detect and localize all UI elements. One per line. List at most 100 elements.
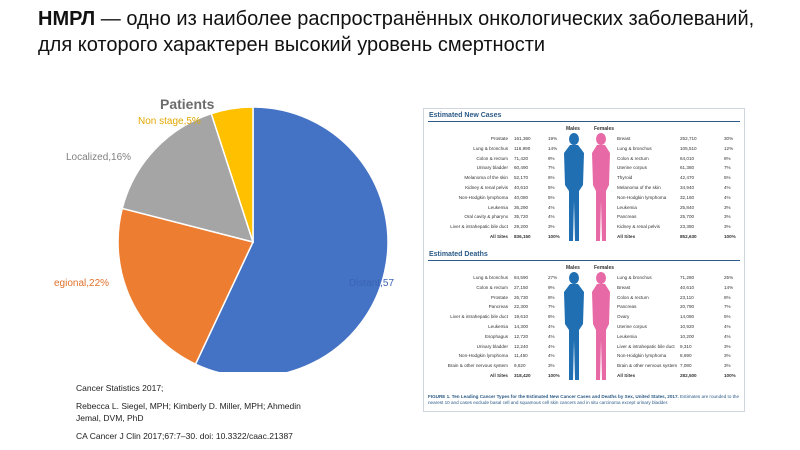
ref-line-1: Cancer Statistics 2017;: [76, 383, 164, 393]
deaths-male-row-percent: 4%: [548, 333, 555, 339]
new-cases-male-row-name: Urinary bladder: [476, 165, 508, 171]
silhouettes: [564, 133, 610, 380]
deaths-female-row-name: Non-Hodgkin lymphoma: [617, 353, 667, 359]
deaths-male-row-percent: 3%: [548, 363, 555, 369]
new-cases-female-row-percent: 5%: [724, 175, 731, 181]
deaths-female-row-name: Leukemia: [617, 333, 637, 339]
deaths-male-row-value: 27,150: [514, 284, 529, 290]
pie-slice-non-stage: [210, 106, 254, 243]
deaths-female-row-percent: 5%: [724, 314, 731, 320]
deaths-male-row-value: 14,300: [514, 324, 529, 329]
deaths-female-row-name: Lung & bronchus: [617, 275, 652, 280]
deaths-male-row-value: 22,300: [514, 304, 529, 310]
new-cases-female-row-name: Colon & rectum: [617, 155, 649, 161]
new-cases-male-row-value: 40,080: [514, 194, 529, 200]
pie-label-non-stage: Non stage,5%: [138, 116, 201, 127]
deaths-male-row-name: Lung & bronchus: [473, 275, 508, 280]
references: Cancer Statistics 2017; Rebecca L. Siege…: [76, 382, 326, 448]
deaths-male-row-percent: 4%: [548, 324, 555, 329]
new-cases-male-row-name: Kidney & renal pelvis: [465, 185, 508, 190]
figure-caption: FIGURE 1. Ten Leading Cancer Types for t…: [428, 394, 740, 406]
deaths-male-row-name: Pancreas: [488, 304, 508, 310]
ref-line-2: Rebecca L. Siegel, MPH; Kimberly D. Mill…: [76, 401, 301, 423]
male-silhouette: [564, 133, 584, 241]
females-label: Females: [594, 126, 615, 132]
deaths-female-row-name: All Sites: [617, 373, 636, 378]
deaths-female-row-value: 10,920: [680, 324, 695, 329]
new-cases-female-row-name: Lung & bronchus: [617, 145, 652, 151]
caption-rest: Estimates are rounded to the nearest 10 …: [428, 394, 740, 405]
females-label: Females: [594, 265, 615, 271]
new-cases-male-row-name: Non-Hodgkin lymphoma: [458, 194, 508, 200]
new-cases-female-row-name: Melanoma of the skin: [617, 185, 661, 190]
new-cases-male-row-percent: 5%: [548, 185, 555, 190]
new-cases-female-row-name: Leukemia: [617, 204, 637, 210]
new-cases-male-row-percent: 4%: [548, 214, 555, 220]
deaths-male-row-percent: 7%: [548, 304, 555, 310]
deaths-male-row-percent: 6%: [548, 314, 555, 320]
new-cases-male-row-value: 161,360: [514, 136, 531, 141]
deaths-title: Estimated Deaths: [429, 251, 488, 258]
deaths-female-row-name: Liver & intrahepatic bile duct: [617, 343, 675, 349]
title-bold: НМРЛ: [38, 8, 96, 30]
new-cases-male-row-value: 40,610: [514, 185, 529, 190]
deaths-female-row-value: 282,500: [680, 373, 697, 378]
new-cases-female-row-percent: 100%: [724, 234, 736, 239]
deaths-male-row-name: Non-Hodgkin lymphoma: [458, 353, 508, 359]
deaths-female-row-name: Brain & other nervous system: [617, 363, 678, 369]
deaths-female-row-percent: 7%: [724, 304, 731, 310]
deaths-male-row-percent: 4%: [548, 353, 555, 359]
deaths-male-row-percent: 27%: [548, 275, 558, 280]
new-cases-female-row-name: Pancreas: [617, 214, 637, 220]
new-cases-male-row-percent: 19%: [548, 136, 558, 141]
new-cases-male-row-percent: 5%: [548, 194, 555, 200]
deaths-male-row-name: Brain & other nervous system: [447, 363, 508, 369]
chart-title: Patients: [160, 96, 215, 112]
deaths-female-row-value: 23,110: [680, 294, 694, 300]
deaths-female-row-percent: 4%: [724, 333, 731, 339]
new-cases-female-row-value: 25,700: [680, 214, 695, 220]
new-cases-female-row-value: 42,470: [680, 175, 695, 181]
new-cases-male-row-value: 71,420: [514, 155, 529, 161]
new-cases-male-row-percent: 14%: [548, 145, 558, 151]
new-cases-female-row-value: 34,940: [680, 185, 695, 190]
divider: [428, 121, 740, 122]
deaths-female-row-percent: 4%: [724, 324, 731, 329]
deaths-female-row-percent: 14%: [724, 284, 734, 290]
deaths-male-row-percent: 100%: [548, 373, 560, 378]
deaths-male-row-value: 12,240: [514, 343, 529, 349]
new-cases-male-row-value: 116,990: [514, 145, 531, 151]
new-cases-female-row-percent: 30%: [724, 136, 734, 141]
female-silhouette: [592, 133, 610, 241]
new-cases-female-row-name: All Sites: [617, 234, 636, 239]
new-cases-female-row-percent: 3%: [724, 214, 731, 220]
pie-label-distant: Distant,57: [349, 278, 395, 289]
new-cases-male-row-value: 35,720: [514, 214, 529, 220]
new-cases-male-row-name: Melanoma of the skin: [464, 175, 508, 181]
deaths-female-row-percent: 3%: [724, 343, 731, 349]
new-cases-female-row-percent: 3%: [724, 224, 731, 230]
new-cases-female-row-value: 23,380: [680, 224, 695, 230]
new-cases-male-row-name: Oral cavity & pharynx: [464, 214, 508, 220]
new-cases-male-row-value: 29,200: [514, 224, 529, 230]
pie-slice-regional: [117, 207, 255, 366]
deaths-male-row-value: 9,620: [514, 363, 526, 369]
new-cases-female-row-value: 105,510: [680, 145, 697, 151]
males-label: Males: [566, 265, 580, 271]
deaths-male-row-name: Prostate: [490, 294, 508, 300]
new-cases-male-row-value: 60,490: [514, 165, 529, 171]
new-cases-female-row-percent: 4%: [724, 185, 731, 190]
new-cases-female-row-percent: 8%: [724, 155, 731, 161]
deaths-male-row-name: Colon & rectum: [476, 284, 508, 290]
new-cases-male-row-value: 836,150: [514, 234, 531, 239]
new-cases-female-row-name: Uterine corpus: [617, 165, 647, 171]
deaths-female-row-value: 8,690: [680, 353, 692, 359]
new-cases-female-row-name: Kidney & renal pelvis: [617, 224, 660, 230]
deaths-female-row-name: Uterine corpus: [617, 324, 647, 329]
new-cases-male-row-value: 52,170: [514, 175, 529, 181]
new-cases-female-row-percent: 7%: [724, 165, 731, 171]
new-cases-female-row-value: 32,160: [680, 194, 695, 200]
deaths-male-row-name: Urinary bladder: [476, 343, 508, 349]
new-cases-male-row-percent: 9%: [548, 155, 555, 161]
new-cases-female-row-percent: 12%: [724, 145, 734, 151]
